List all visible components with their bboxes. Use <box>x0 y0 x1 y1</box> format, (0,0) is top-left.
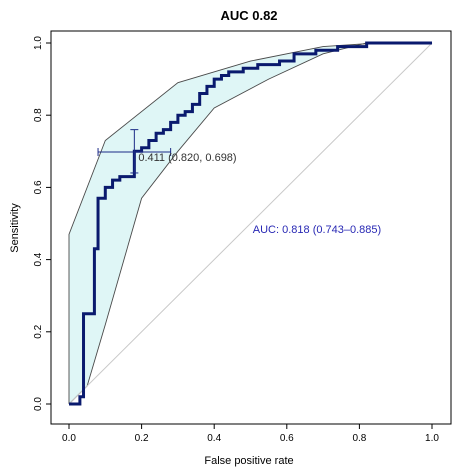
y-tick-label: 0.2 <box>33 324 44 338</box>
x-tick-label: 0.0 <box>62 433 76 444</box>
y-tick-label: 0.6 <box>33 180 44 194</box>
reference-diagonal-line <box>68 42 433 405</box>
x-tick-label: 0.6 <box>280 433 294 444</box>
x-tick-label: 0.8 <box>352 433 366 444</box>
x-tick-label: 1.0 <box>425 433 439 444</box>
x-tick-label: 0.4 <box>207 433 221 444</box>
threshold-label: 0.411 (0.820, 0.698) <box>138 152 236 164</box>
x-axis-title: False positive rate <box>204 455 293 467</box>
x-tick-label: 0.2 <box>135 433 149 444</box>
confidence-band-lower-edge <box>68 42 432 405</box>
roc-curve-layer <box>69 41 432 406</box>
auc-annotation: AUC: 0.818 (0.743–0.885) <box>253 224 381 236</box>
y-axis-title: Sensitivity <box>9 203 21 253</box>
threshold-marker-layer: 0.411 (0.820, 0.698) <box>97 129 237 174</box>
y-tick-label: 0.4 <box>33 252 44 266</box>
plot-frame <box>50 30 452 425</box>
y-tick-label: 1.0 <box>33 36 44 50</box>
chart-title: AUC 0.82 <box>220 8 277 23</box>
reference-line-layer <box>68 42 433 405</box>
y-tick-label: 0.0 <box>33 397 44 411</box>
y-tick-label: 0.8 <box>33 108 44 122</box>
roc-curve-line <box>69 41 432 406</box>
